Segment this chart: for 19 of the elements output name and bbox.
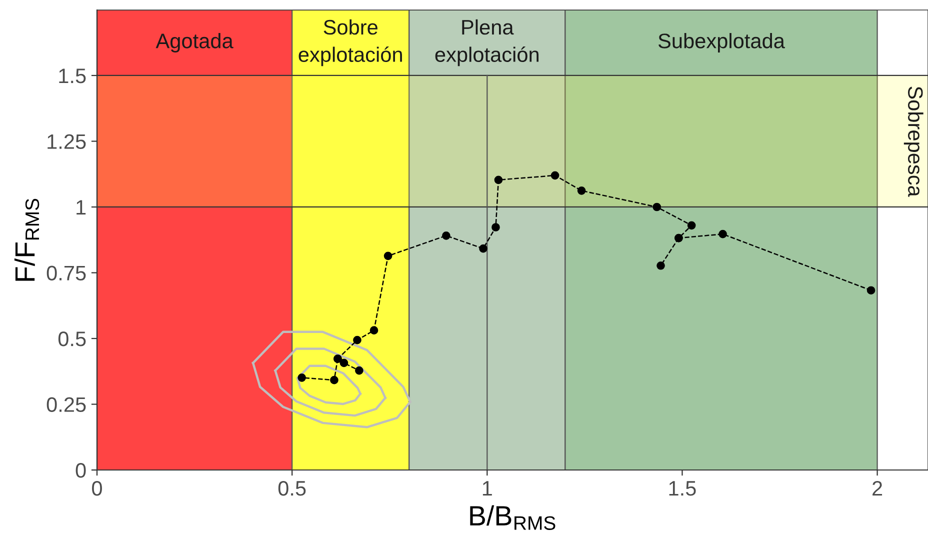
x-tick-label: 0.5 [278, 480, 306, 496]
band-label: Agotada [156, 33, 234, 52]
x-tick-label: 1.5 [669, 481, 696, 496]
x-tick-label: 1 [482, 481, 492, 496]
y-tick-label: 0 [76, 463, 86, 478]
y-axis-title: F/F$_{RMS}$ [14, 198, 40, 281]
y-tick-label: 0.5 [58, 332, 86, 346]
band-label: Sobrepesca [904, 86, 924, 197]
y-tick-label: 0.25 [46, 397, 86, 412]
y-tick-label: 1.25 [48, 134, 86, 149]
x-tick-label: 2 [872, 480, 882, 496]
x-axis-title: B/B$_{RMS}$ [470, 505, 556, 530]
y-tick-label: 1.5 [59, 68, 86, 84]
band-label: Plena explotación [435, 19, 538, 66]
band-label: Sobre explotación [298, 19, 402, 66]
band-label: Subexplotada [658, 33, 785, 52]
y-tick-label: 0.75 [46, 266, 86, 280]
y-tick-label: 1 [76, 200, 86, 215]
x-tick-label: 0 [92, 480, 102, 496]
